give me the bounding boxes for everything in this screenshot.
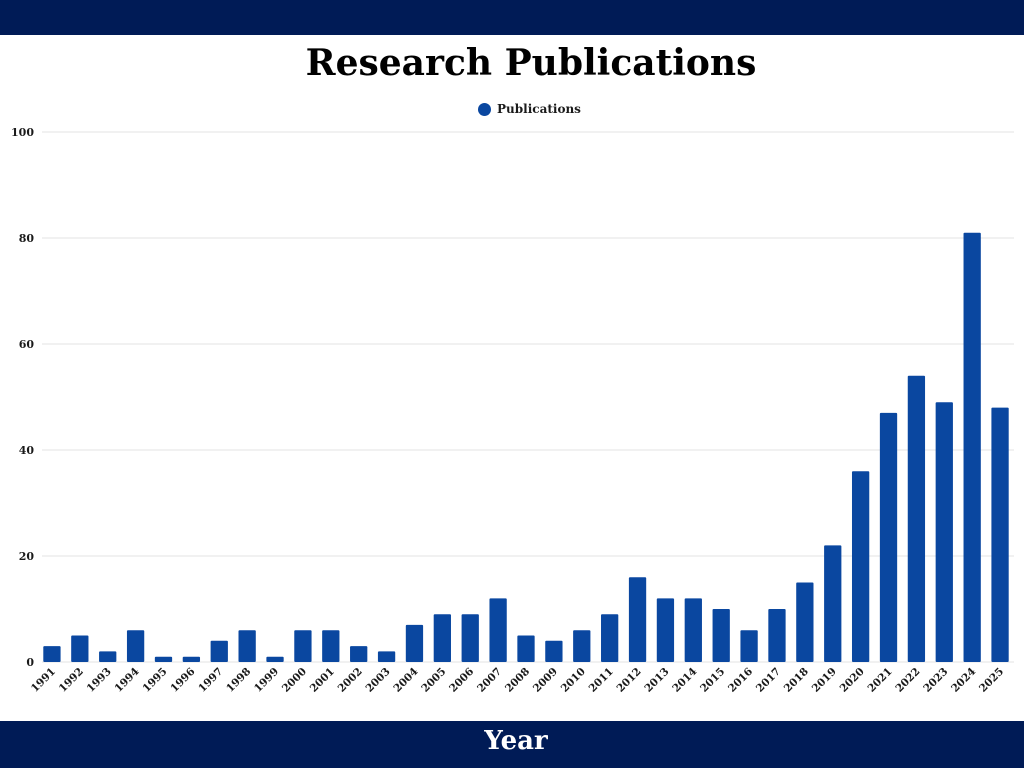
x-tick-label: 1997 [196,666,225,695]
bar [517,635,535,662]
bar [43,646,61,662]
bar [405,624,424,662]
legend-marker-icon [478,102,491,116]
bar [294,630,312,662]
x-tick-label: 2013 [642,666,671,695]
bar [433,614,451,662]
bar [935,402,953,662]
x-tick-label: 2020 [838,666,867,695]
bar [824,545,842,662]
x-tick-label: 2022 [893,666,922,695]
x-tick-label: 2016 [726,666,755,695]
x-tick-label: 2010 [559,666,588,695]
x-tick-label: 2025 [977,666,1006,695]
x-tick-label: 2003 [364,666,393,695]
x-tick-label: 2004 [391,666,420,695]
x-tick-label: 1992 [57,666,86,695]
y-tick-label: 0 [26,656,34,669]
x-tick-label: 2018 [782,666,811,695]
y-tick-label: 40 [19,444,35,457]
x-tick-label: 2008 [503,666,532,695]
bottom-footer-band [0,721,1024,768]
x-axis-label: Year [484,726,548,756]
x-tick-label: 2007 [475,666,504,695]
bar [991,407,1009,662]
bar [154,656,173,662]
x-tick-label: 2015 [698,666,727,695]
x-tick-label: 2006 [447,666,476,695]
bar [740,630,758,662]
top-header-band [0,0,1024,35]
bar [684,598,702,662]
bar [322,630,340,662]
x-tick-label: 1996 [168,666,197,695]
y-tick-label: 20 [19,550,35,563]
x-tick-label: 2024 [949,666,978,695]
bar [796,582,814,662]
bar [182,656,201,662]
x-tick-label: 2001 [308,666,337,695]
x-tick-label: 2014 [670,666,699,695]
x-tick-label: 2000 [280,666,309,695]
x-tick-label: 1998 [224,666,253,695]
bar [907,375,926,662]
x-tick-label: 2002 [336,666,365,695]
x-tick-label: 2023 [921,666,950,695]
bar [461,614,479,662]
x-tick-label: 2019 [810,666,839,695]
bar [126,630,145,662]
chart-title: Research Publications [305,42,757,84]
bar [768,609,786,662]
bar [963,232,981,662]
x-tick-label: 2017 [754,666,783,695]
x-tick-label: 1999 [252,666,281,695]
bar [601,614,619,662]
x-tick-label: 1995 [140,666,169,695]
x-tick-label: 2021 [865,666,894,695]
bar [545,640,563,662]
bar [628,577,647,662]
bar [99,651,117,662]
bar [712,609,730,662]
chart-legend[interactable]: Publications [478,101,581,117]
y-tick-label: 100 [11,126,34,139]
bar [573,630,591,662]
x-tick-label: 2005 [419,666,448,695]
bar [71,635,89,662]
y-tick-label: 80 [19,232,35,245]
x-tick-label: 1993 [85,666,114,695]
bar [851,471,870,662]
x-tick-label: 1991 [29,666,58,695]
bar [377,651,396,662]
bar [238,630,256,662]
bar [489,598,507,662]
bar [210,640,228,662]
legend-label: Publications [497,102,581,116]
x-tick-label: 2012 [615,666,644,695]
y-tick-label: 60 [19,338,35,351]
bar [350,646,368,662]
bar [879,412,898,662]
x-tick-label: 1994 [113,666,142,695]
bar [656,598,675,662]
bar [266,656,284,662]
x-tick-label: 2009 [531,666,560,695]
x-tick-label: 2011 [587,666,616,695]
